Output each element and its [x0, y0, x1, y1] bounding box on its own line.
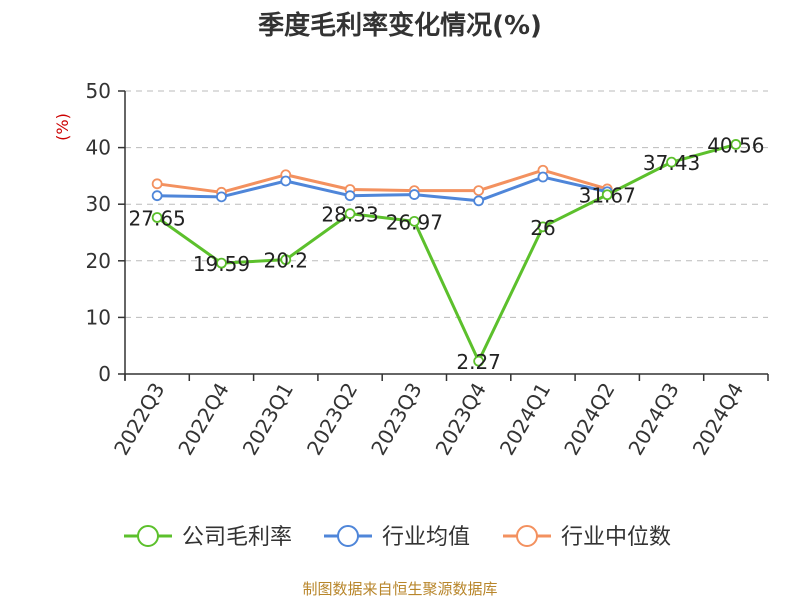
data-label: 37.43 — [643, 151, 700, 175]
data-point — [666, 156, 677, 168]
x-tick-label: 2023Q4 — [431, 379, 491, 460]
x-tick-label: 2023Q3 — [366, 379, 426, 460]
data-point — [151, 178, 163, 190]
data-point — [280, 175, 292, 187]
legend-marker — [516, 525, 538, 547]
data-point — [408, 215, 420, 227]
series-line — [157, 175, 608, 203]
legend-label: 行业中位数 — [561, 525, 671, 550]
x-axis-ticks: 2022Q3 2022Q4 2023Q1 2023Q2 2023Q3 2023Q4 2024… — [109, 374, 769, 460]
y-tick-label: 50 — [86, 79, 111, 103]
data-point — [216, 191, 227, 203]
x-tick-label: 2023Q2 — [302, 379, 362, 460]
data-point — [280, 254, 292, 266]
data-point — [473, 185, 485, 197]
y-tick-label: 10 — [86, 305, 111, 329]
x-tick-label: 2022Q4 — [173, 379, 233, 460]
y-axis-unit-label: (%) — [53, 113, 72, 141]
x-tick-label: 2024Q2 — [559, 379, 619, 460]
data-label: 27.65 — [129, 207, 186, 231]
data-point — [601, 189, 613, 201]
y-tick-label: 40 — [86, 136, 111, 160]
data-point — [344, 208, 356, 220]
x-tick-label: 2024Q3 — [623, 379, 683, 460]
data-label: 26 — [530, 216, 555, 240]
data-label: 2.27 — [456, 350, 501, 374]
x-tick-label: 2024Q1 — [495, 379, 555, 460]
data-label: 26.97 — [386, 210, 443, 234]
axes — [124, 91, 768, 380]
data-point — [537, 171, 549, 183]
legend-label: 公司毛利率 — [182, 525, 292, 550]
data-label: 31.67 — [579, 184, 636, 208]
y-tick-label: 20 — [86, 249, 111, 273]
data-point — [151, 212, 163, 223]
x-tick-label: 2022Q3 — [109, 379, 169, 460]
data-point — [408, 189, 420, 200]
data-point — [473, 195, 485, 207]
source-note: 制图数据来自恒生聚源数据库 — [302, 580, 497, 598]
legend-label: 行业均值 — [382, 525, 470, 550]
data-labels: 27.65 19.59 20.2 28.33 26.97 2.27 26 31.67 37.43… — [129, 133, 765, 374]
y-tick-label: 30 — [86, 192, 111, 216]
legend-marker — [137, 525, 159, 547]
data-label: 28.33 — [321, 203, 378, 227]
data-point — [473, 355, 485, 367]
data-point — [344, 190, 356, 202]
grid-lines — [125, 90, 768, 318]
y-tick-label: 0 — [98, 362, 111, 386]
legend-marker — [337, 525, 359, 547]
data-label: 20.2 — [263, 249, 308, 273]
data-point — [151, 190, 163, 202]
data-point — [730, 139, 742, 150]
legend-item[interactable]: 行业均值 — [324, 525, 470, 550]
legend-item[interactable]: 公司毛利率 — [124, 525, 292, 550]
data-point — [216, 257, 227, 269]
series-layer — [151, 139, 742, 367]
series-line — [156, 142, 737, 363]
data-label: 40.56 — [707, 133, 764, 157]
legend: 公司毛利率 行业均值 行业中位数 — [124, 525, 671, 550]
legend-item[interactable]: 行业中位数 — [503, 525, 671, 550]
data-point — [537, 221, 549, 233]
x-tick-label: 2024Q4 — [688, 379, 748, 460]
data-label: 19.59 — [193, 252, 250, 276]
y-axis-ticks: 0 10 20 30 40 50 — [86, 79, 125, 386]
chart-title: 季度毛利率变化情况(%) — [258, 10, 542, 41]
x-tick-label: 2023Q1 — [238, 379, 298, 460]
series-line — [156, 168, 608, 194]
